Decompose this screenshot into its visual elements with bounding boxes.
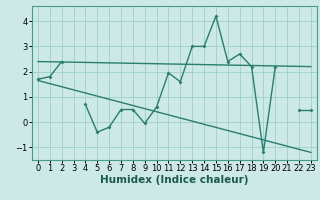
X-axis label: Humidex (Indice chaleur): Humidex (Indice chaleur) — [100, 175, 249, 185]
